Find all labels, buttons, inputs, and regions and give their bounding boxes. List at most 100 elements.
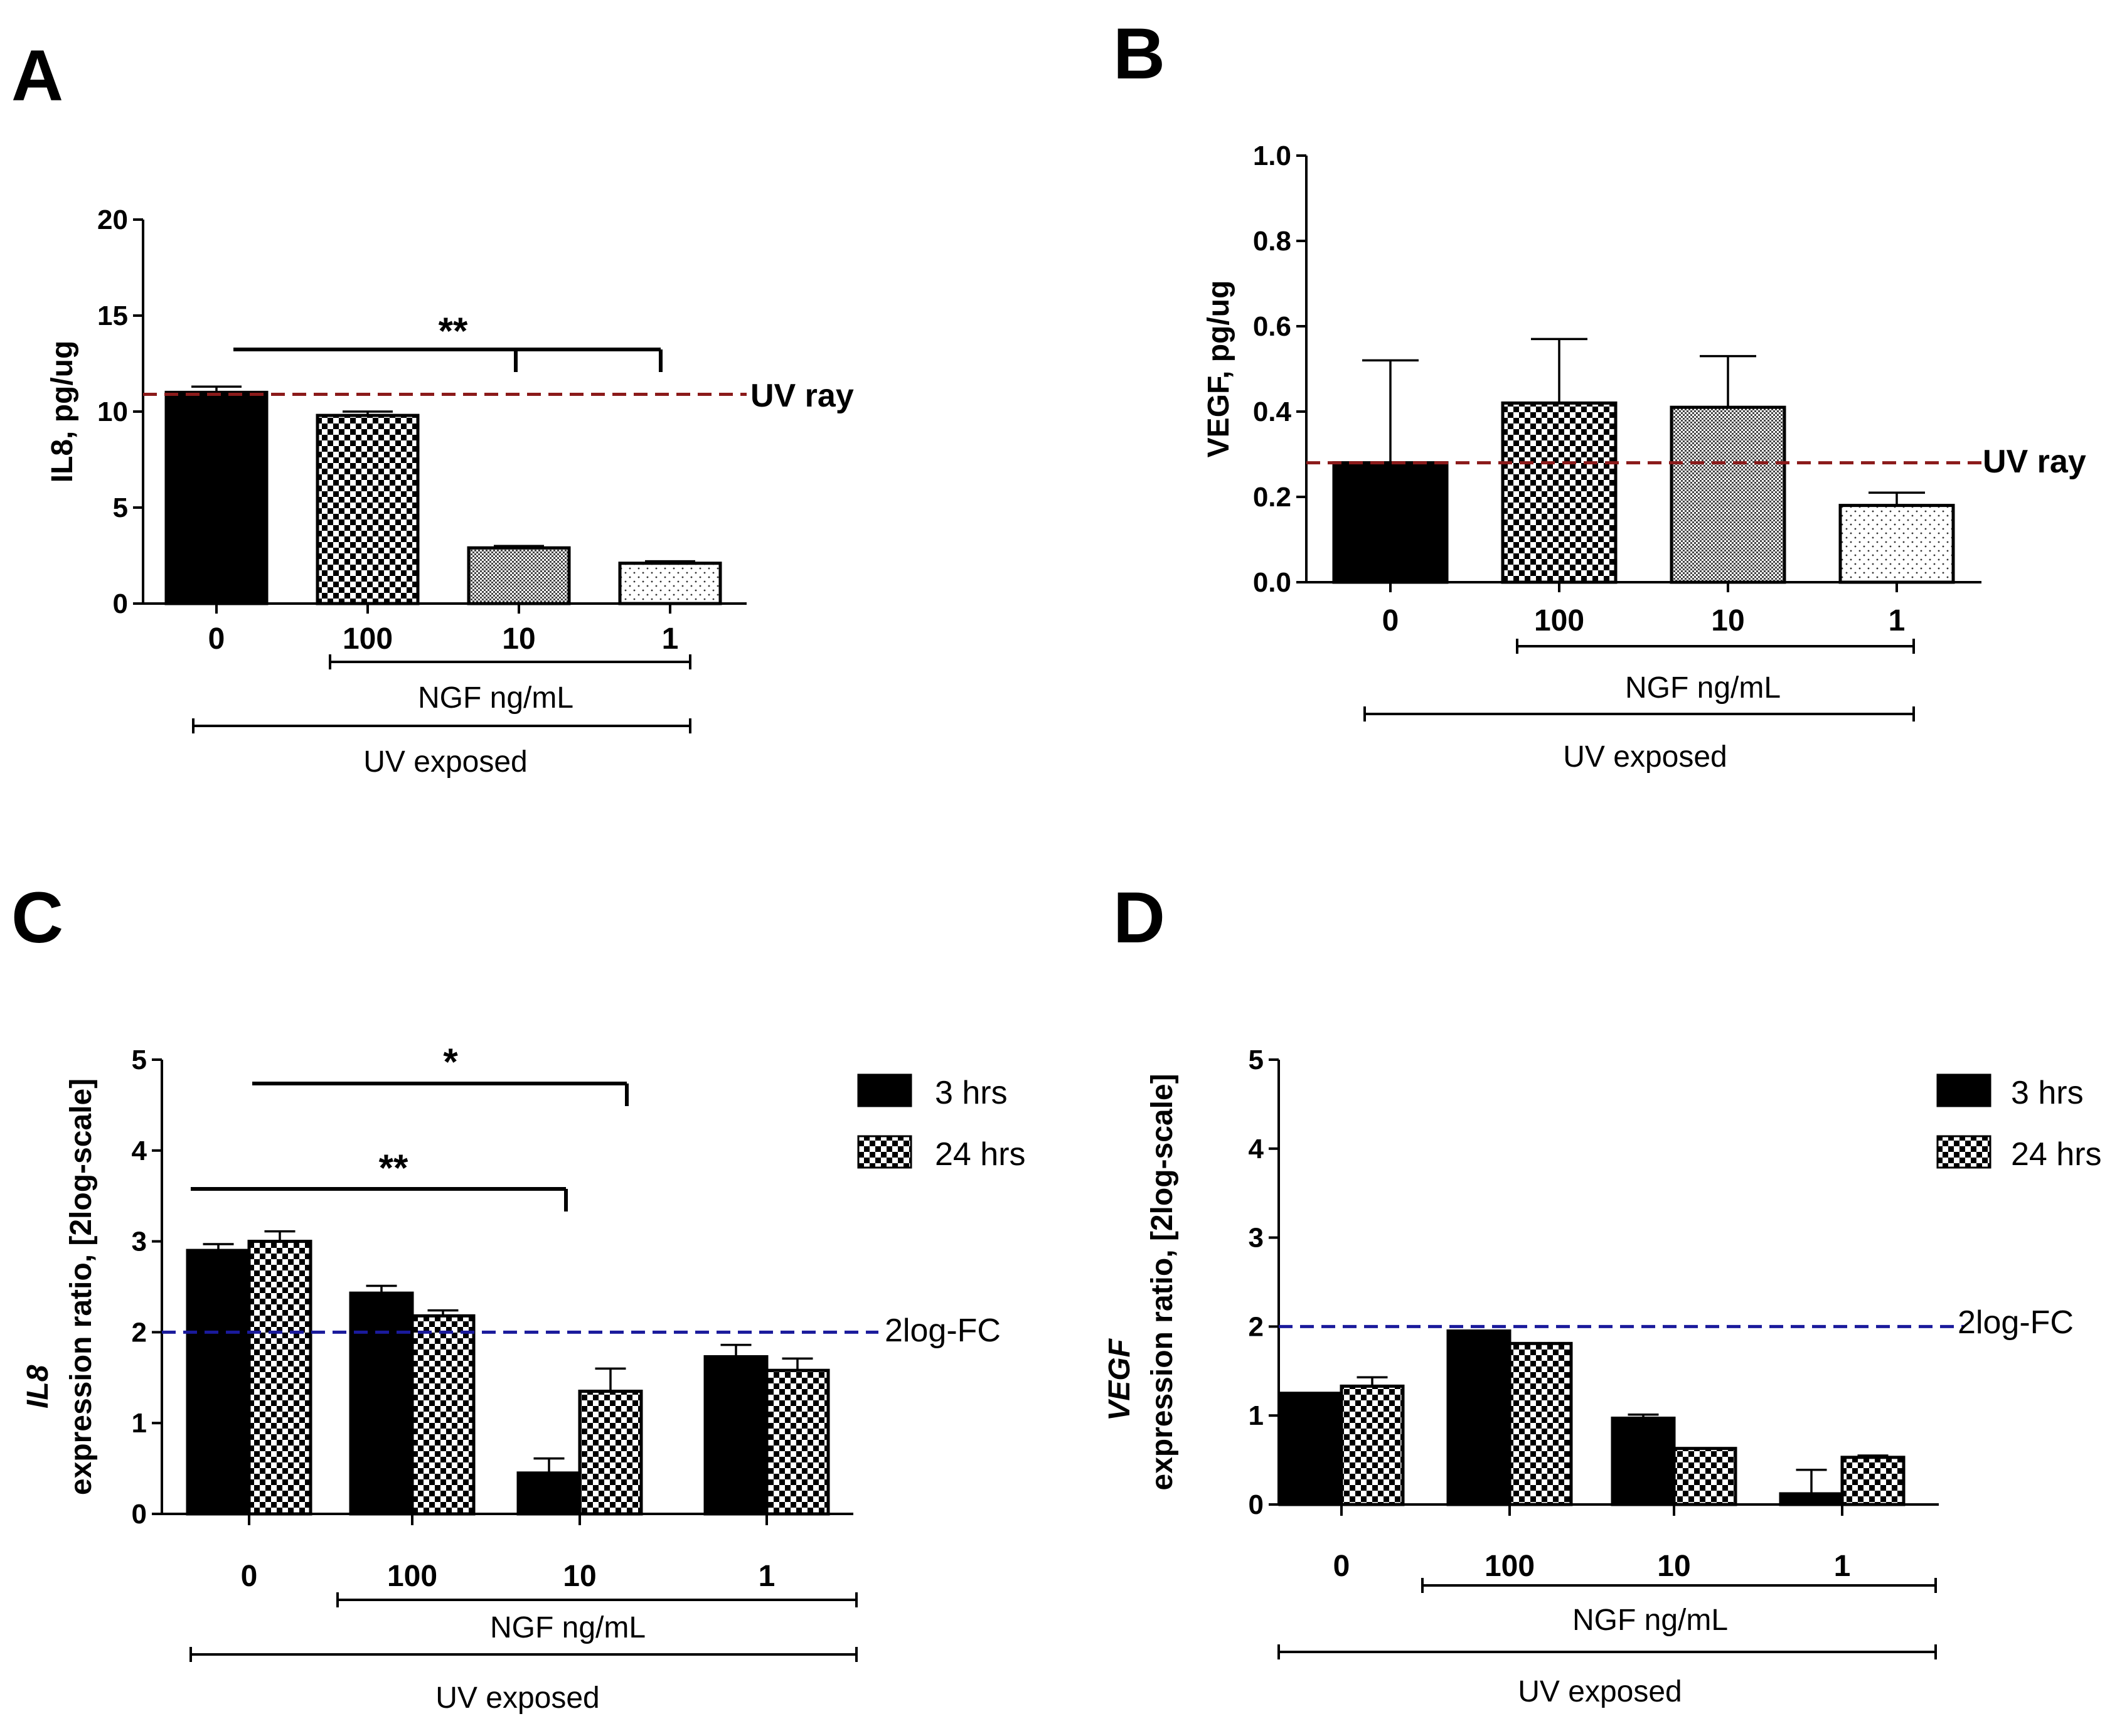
bar-a-100: [316, 413, 420, 605]
x-category-label: 0: [241, 1560, 258, 1593]
y-tick-label: 5: [132, 1045, 147, 1075]
y-tick-label: 4: [1249, 1134, 1264, 1164]
panel-letter: D: [1113, 878, 1165, 958]
x-category-label: 100: [387, 1560, 437, 1593]
panel-letter: C: [11, 878, 63, 958]
y-tick-label: 1: [1249, 1400, 1264, 1431]
bar-c-3hrs-10: [516, 1471, 582, 1516]
exposure-group-label: UV exposed: [435, 1681, 600, 1715]
x-category-label: 1: [662, 622, 679, 656]
reference-line-label: 2log-FC: [1958, 1304, 2074, 1341]
y-tick-label: 0.2: [1253, 482, 1291, 513]
y-tick-label: 0: [1249, 1489, 1264, 1520]
y-tick-label: 0.4: [1253, 397, 1292, 427]
bar-a-1: [618, 562, 722, 605]
bar-c-24hrs-10: [578, 1390, 643, 1516]
treatment-group-label: NGF ng/mL: [418, 681, 573, 715]
legend-entry: 24 hrs: [935, 1136, 1026, 1173]
x-category-label: 10: [502, 622, 535, 656]
y-axis-gene-label: VEGF: [1103, 1338, 1136, 1420]
chart-panel-a: A 0 5 10 15 20 IL8, pg/ug 0 100 10 1 UV ray ** NGF ng…: [11, 36, 854, 779]
bar-c-24hrs-100: [410, 1314, 476, 1516]
chart-panel-c: C 0 1 2 3 4 5 IL8 expression ratio, [2log-scale]…: [11, 878, 1026, 1715]
bar-d-3hrs-0: [1278, 1392, 1343, 1506]
x-category-label: 10: [1711, 604, 1744, 637]
legend-swatch: [1936, 1135, 1991, 1169]
x-category-label: 100: [343, 622, 393, 656]
y-tick-label: 10: [97, 397, 128, 427]
bar-c-24hrs-1: [765, 1368, 830, 1516]
x-category-label: 100: [1534, 604, 1584, 637]
legend-swatch: [1936, 1073, 1991, 1107]
bar-c-3hrs-0: [186, 1249, 251, 1516]
x-category-label: 0: [1333, 1550, 1350, 1583]
legend-swatch: [857, 1073, 912, 1107]
bar-a-0: [164, 390, 269, 605]
treatment-group-label: NGF ng/mL: [1625, 671, 1781, 705]
y-tick-label: 0.8: [1253, 226, 1291, 257]
reference-line-label: UV ray: [1983, 444, 2086, 480]
x-category-label: 10: [1657, 1550, 1690, 1583]
y-axis-gene-label: IL8: [21, 1365, 55, 1409]
bar-d-3hrs-100: [1446, 1329, 1512, 1506]
legend-entry: 3 hrs: [935, 1075, 1008, 1111]
y-tick-label: 4: [132, 1136, 147, 1166]
panel-letter: A: [11, 36, 63, 116]
x-category-label: 1: [1889, 604, 1906, 637]
bar-b-100: [1501, 401, 1618, 584]
y-tick-label: 1: [132, 1408, 147, 1439]
y-tick-label: 0.6: [1253, 311, 1291, 342]
x-category-label: 10: [563, 1560, 596, 1593]
bar-d-3hrs-10: [1611, 1416, 1676, 1506]
treatment-group-label: NGF ng/mL: [490, 1611, 646, 1644]
bar-b-1: [1838, 504, 1955, 584]
y-tick-label: 1.0: [1253, 141, 1291, 171]
chart-panel-d: D 0 1 2 3 4 5 VEGF expression ratio, [2log-scale…: [1103, 878, 2102, 1708]
exposure-group-label: UV exposed: [1518, 1675, 1682, 1708]
exposure-group-label: UV exposed: [1563, 740, 1727, 774]
bar-d-24hrs-100: [1508, 1341, 1573, 1506]
y-tick-label: 5: [113, 493, 128, 523]
x-category-label: 1: [759, 1560, 776, 1593]
x-category-label: 1: [1834, 1550, 1851, 1583]
bar-d-24hrs-10: [1672, 1447, 1737, 1506]
bar-c-24hrs-0: [247, 1240, 312, 1516]
x-category-label: 100: [1485, 1550, 1535, 1583]
y-tick-label: 0: [132, 1499, 147, 1530]
y-axis-title: expression ratio, [2log-scale]: [1146, 1073, 1179, 1490]
y-tick-label: 2: [132, 1317, 147, 1348]
significance-label: *: [443, 1041, 458, 1083]
y-tick-label: 5: [1249, 1045, 1264, 1075]
bar-b-0: [1332, 461, 1449, 584]
bar-b-10: [1670, 405, 1786, 584]
panel-letter: B: [1113, 14, 1165, 94]
bar-c-3hrs-1: [703, 1355, 769, 1516]
bar-d-24hrs-0: [1340, 1384, 1405, 1506]
significance-label: **: [379, 1147, 408, 1189]
y-tick-label: 0.0: [1253, 567, 1291, 598]
y-tick-label: 0: [113, 588, 128, 619]
legend-swatch: [857, 1135, 912, 1169]
reference-line-label: UV ray: [750, 378, 854, 414]
y-tick-label: 20: [97, 205, 128, 235]
chart-panel-b: B 0.0 0.2 0.4 0.6 0.8 1.0 VEGF, pg/ug 0 100 10 1 UV …: [1113, 14, 2086, 774]
y-tick-label: 15: [97, 301, 128, 331]
x-category-label: 0: [208, 622, 225, 656]
y-tick-label: 3: [1249, 1223, 1264, 1254]
y-axis-title: IL8, pg/ug: [46, 341, 79, 483]
significance-label: **: [439, 310, 468, 352]
bar-d-3hrs-1: [1779, 1492, 1844, 1506]
y-tick-label: 2: [1249, 1311, 1264, 1342]
y-axis-title: VEGF, pg/ug: [1202, 280, 1235, 458]
y-tick-label: 3: [132, 1227, 147, 1257]
bar-d-24hrs-1: [1840, 1456, 1906, 1506]
legend-entry: 24 hrs: [2011, 1136, 2102, 1173]
exposure-group-label: UV exposed: [363, 745, 528, 779]
legend-entry: 3 hrs: [2011, 1075, 2084, 1111]
bar-a-10: [467, 546, 571, 605]
x-category-label: 0: [1382, 604, 1399, 637]
y-axis-title: expression ratio, [2log-scale]: [65, 1078, 98, 1495]
reference-line-label: 2log-FC: [885, 1313, 1001, 1349]
treatment-group-label: NGF ng/mL: [1572, 1604, 1728, 1637]
